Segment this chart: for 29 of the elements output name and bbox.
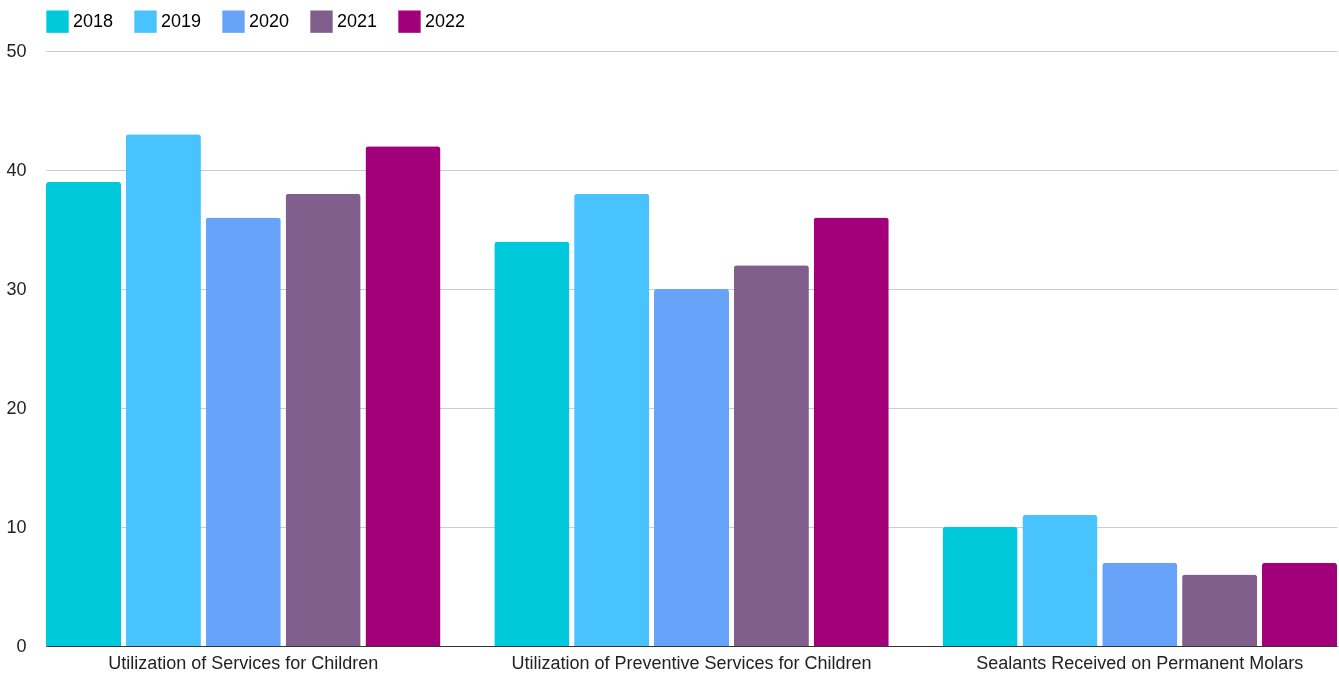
bar	[1102, 562, 1178, 646]
bar	[494, 241, 570, 646]
x-tick-label: Sealants Received on Permanent Molars	[976, 652, 1304, 673]
y-tick-label: 0	[16, 635, 27, 656]
bar	[205, 217, 281, 646]
legend-label: 2020	[249, 10, 290, 31]
bar	[574, 193, 650, 646]
bar	[1261, 562, 1337, 646]
bar	[46, 181, 122, 646]
bar	[813, 217, 889, 646]
y-tick-label: 10	[6, 516, 27, 537]
bar	[1182, 574, 1258, 646]
bar	[285, 193, 361, 646]
legend-label: 2019	[161, 10, 202, 31]
bar	[653, 289, 730, 646]
bar	[942, 527, 1018, 646]
y-tick-label: 50	[6, 40, 27, 61]
bar	[733, 265, 809, 646]
legend-label: 2018	[73, 10, 114, 31]
x-tick-label: Utilization of Services for Children	[108, 652, 379, 673]
legend-label: 2021	[337, 10, 378, 31]
bar	[1022, 515, 1098, 646]
y-tick-label: 20	[6, 397, 27, 418]
bar	[125, 134, 201, 646]
bar	[365, 146, 441, 646]
y-tick-label: 40	[6, 159, 27, 180]
legend-label: 2022	[425, 10, 466, 31]
y-tick-label: 30	[6, 278, 27, 299]
x-tick-label: Utilization of Preventive Services for Children	[511, 652, 872, 673]
